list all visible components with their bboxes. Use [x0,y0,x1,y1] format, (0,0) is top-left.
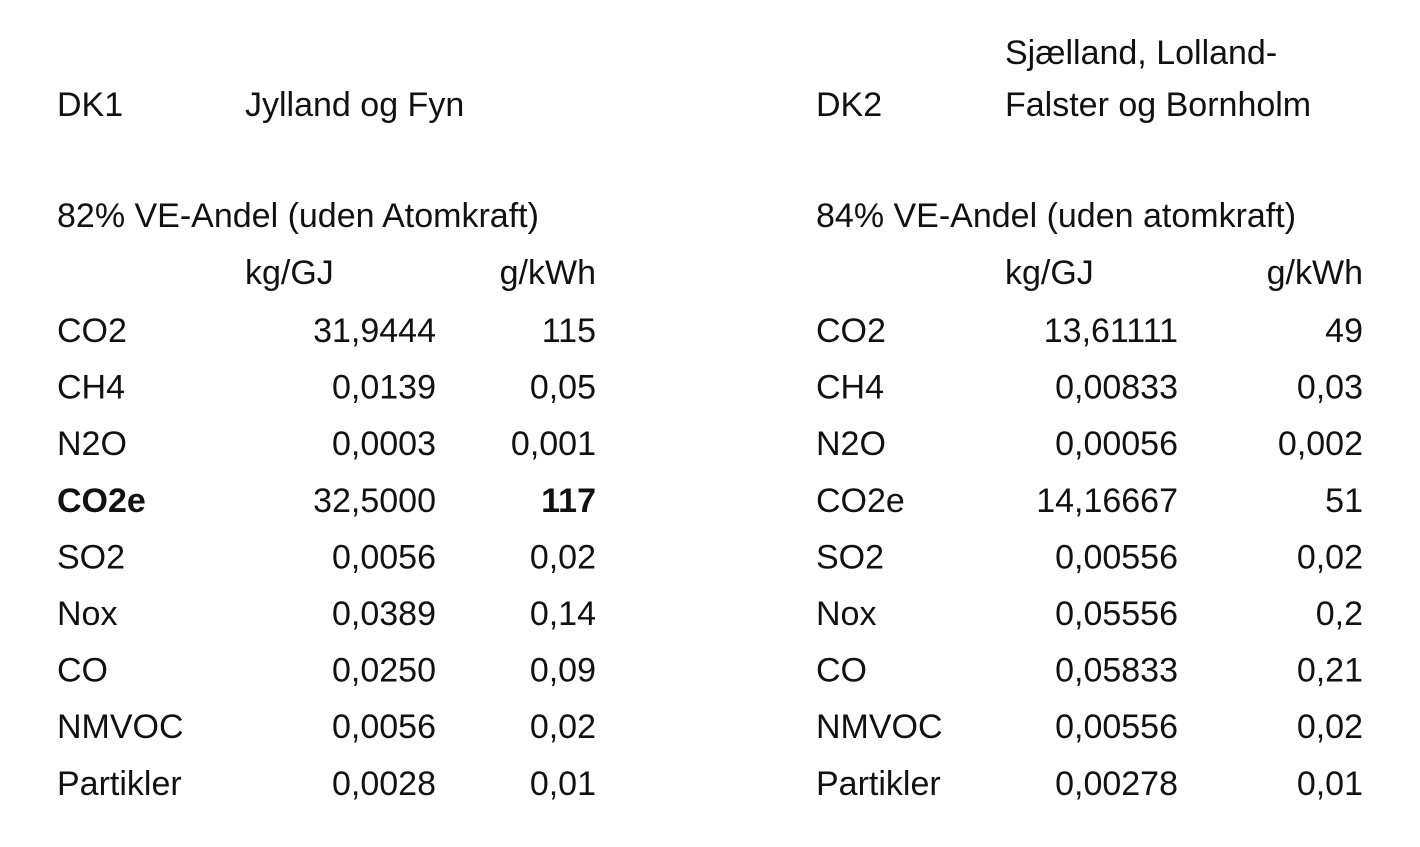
renewable-share: 82% VE-Andel (uden Atomkraft) [57,197,539,235]
column-header: g/kWh [1267,254,1363,292]
row-label: NMVOC [816,708,943,746]
row-label: N2O [816,425,886,463]
column-header: kg/GJ [245,254,334,292]
cell: 0,05833 [1055,652,1178,690]
cell: 0,02 [530,538,596,576]
region-name: Jylland og Fyn [245,86,464,124]
cell: 49 [1325,312,1363,350]
row-label: Nox [816,595,876,633]
cell: 0,00833 [1055,369,1178,407]
cell: 0,0056 [332,708,436,746]
cell: 0,001 [511,425,596,463]
cell: 0,2 [1316,595,1363,633]
cell: 0,0003 [332,425,436,463]
row-label: NMVOC [57,708,184,746]
row-label: CH4 [816,369,884,407]
cell: 0,02 [1297,538,1363,576]
cell: 0,0250 [332,652,436,690]
cell: 51 [1325,482,1363,520]
row-label: SO2 [57,538,125,576]
row-label: CO [816,652,867,690]
cell: 0,0028 [332,765,436,803]
cell: 115 [542,312,596,350]
row-label: CO2e [57,482,146,520]
cell: 0,00556 [1055,708,1178,746]
cell: 0,02 [1297,708,1363,746]
cell: 0,00556 [1055,538,1178,576]
renewable-share: 84% VE-Andel (uden atomkraft) [816,197,1296,235]
row-label: Partikler [816,765,941,803]
cell: 0,01 [530,765,596,803]
cell: 31,9444 [313,312,436,350]
row-label: Nox [57,595,117,633]
cell: 0,00278 [1055,765,1178,803]
cell: 0,05 [530,369,596,407]
cell: 0,002 [1278,425,1363,463]
region-name: Falster og Bornholm [1005,86,1311,124]
cell: 117 [541,482,596,520]
cell: 0,05556 [1055,595,1178,633]
row-label: N2O [57,425,127,463]
row-label: CO [57,652,108,690]
cell: 0,03 [1297,369,1363,407]
cell: 14,16667 [1036,482,1178,520]
cell: 13,61111 [1044,312,1178,350]
cell: 0,0139 [332,369,436,407]
cell: 0,09 [530,652,596,690]
region-name: Sjælland, Lolland- [1005,34,1277,72]
row-label: SO2 [816,538,884,576]
row-label: CO2e [816,482,905,520]
region-code: DK2 [816,86,882,124]
cell: 0,0056 [332,538,436,576]
row-label: CH4 [57,369,125,407]
row-label: CO2 [816,312,886,350]
row-label: CO2 [57,312,127,350]
cell: 0,14 [530,595,596,633]
cell: 0,02 [530,708,596,746]
cell: 0,00056 [1055,425,1178,463]
row-label: Partikler [57,765,182,803]
column-header: kg/GJ [1005,254,1094,292]
cell: 0,01 [1297,765,1363,803]
region-code: DK1 [57,86,123,124]
cell: 32,5000 [313,482,436,520]
column-header: g/kWh [500,254,596,292]
cell: 0,21 [1297,652,1363,690]
cell: 0,0389 [332,595,436,633]
